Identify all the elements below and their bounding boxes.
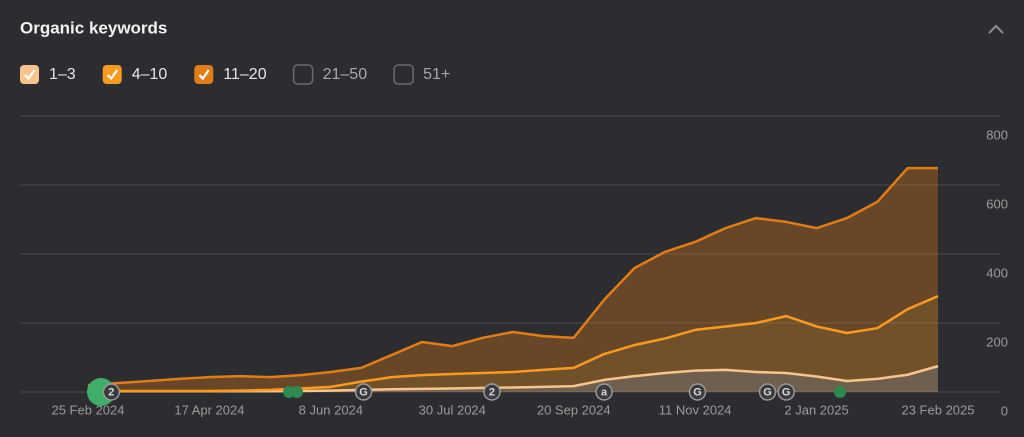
legend-item[interactable]: 1–3 (20, 65, 76, 84)
event-label: G (693, 386, 702, 398)
legend-label: 51+ (423, 66, 450, 83)
event-label: G (763, 386, 772, 398)
y-tick-label: 600 (986, 196, 1008, 211)
area-fill (88, 366, 938, 392)
chart-title: Organic keywords (20, 18, 167, 37)
y-tick-label: 400 (986, 265, 1008, 280)
event-marker[interactable]: a (595, 383, 613, 401)
area-fill (88, 168, 938, 391)
legend-label: 11–20 (223, 66, 266, 83)
plot-area: 0 200 400 600 800 25 Feb 2024 17 Apr 2024 8 Jun… (20, 115, 1008, 418)
event-label: a (601, 386, 608, 398)
event-label: 2 (108, 386, 114, 398)
x-tick-label: 25 Feb 2024 (51, 402, 124, 417)
legend-item[interactable]: 4–10 (102, 65, 168, 84)
event-circle[interactable] (777, 383, 795, 401)
legend-label: 21–50 (323, 66, 368, 83)
area-fill (88, 296, 938, 392)
x-tick-label: 2 Jan 2025 (784, 402, 848, 417)
x-tick-label: 30 Jul 2024 (419, 402, 486, 417)
y-tick-label: 800 (986, 127, 1008, 142)
legend: 1–3 4–10 11–20 21–50 51+ (20, 64, 450, 85)
series-line (87, 166, 938, 387)
legend-label: 4–10 (132, 66, 168, 83)
x-tick-label: 20 Sep 2024 (537, 402, 611, 417)
event-circle[interactable] (758, 383, 777, 401)
x-tick-label: 23 Feb 2025 (901, 402, 974, 417)
event-dot (834, 386, 846, 398)
legend-label: 1–3 (49, 66, 76, 83)
y-tick-label: 0 (1001, 403, 1008, 418)
check-mark (24, 69, 36, 81)
legend-checkbox[interactable] (393, 64, 414, 85)
event-circle[interactable] (483, 383, 501, 401)
event-label: G (782, 386, 791, 398)
legend-checkbox[interactable] (102, 65, 122, 84)
event-label: G (359, 386, 368, 398)
legend-checkbox[interactable] (194, 65, 214, 84)
legend-checkbox[interactable] (292, 64, 314, 85)
event-dot (291, 386, 303, 398)
event-marker[interactable]: G (777, 383, 795, 401)
event-marker[interactable]: G (354, 383, 373, 401)
y-tick-label: 200 (986, 334, 1008, 349)
collapse-button[interactable] (988, 24, 1004, 34)
event-circle[interactable] (595, 383, 613, 401)
event-circle[interactable] (688, 383, 707, 401)
event-label: 2 (489, 386, 495, 398)
check-mark (198, 69, 210, 81)
x-tick-label: 17 Apr 2024 (174, 402, 244, 417)
series-line (88, 294, 939, 393)
legend-checkbox[interactable] (20, 65, 39, 84)
legend-item[interactable]: 51+ (393, 64, 450, 85)
event-marker[interactable]: G (758, 383, 777, 401)
event-marker[interactable]: 2 (483, 383, 501, 401)
x-tick-label: 11 Nov 2024 (659, 402, 732, 417)
event-circle[interactable] (102, 383, 121, 401)
legend-item[interactable]: 21–50 (292, 64, 368, 85)
x-tick-label: 8 Jun 2024 (299, 402, 363, 417)
legend-item[interactable]: 11–20 (194, 65, 267, 84)
event-circle[interactable] (354, 383, 373, 401)
event-marker[interactable]: 2 (102, 383, 121, 401)
check-mark (106, 69, 119, 81)
event-marker[interactable]: G (688, 383, 707, 401)
